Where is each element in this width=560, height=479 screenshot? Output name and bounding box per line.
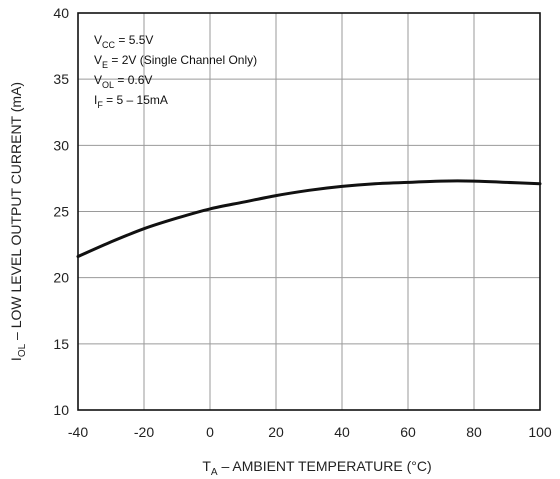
plot-frame — [77, 12, 541, 411]
condition-subscript: E — [102, 60, 108, 70]
x-axis-label-text: – AMBIENT TEMPERATURE (°C) — [218, 458, 432, 474]
series-line — [76, 179, 542, 258]
condition-text: VCC = 5.5V — [94, 33, 153, 50]
grid — [78, 13, 540, 410]
x-tick-label: 100 — [528, 424, 552, 440]
y-axis-label: IOL – LOW LEVEL OUTPUT CURRENT (mA) — [8, 82, 28, 361]
y-tick-label: 40 — [53, 5, 69, 21]
condition-text: IF = 5 – 15mA — [94, 93, 168, 110]
y-axis-label-symbol: I — [8, 357, 24, 361]
x-axis-label-symbol: T — [202, 458, 211, 474]
x-tick-label: 60 — [400, 424, 416, 440]
condition-subscript: OL — [102, 80, 114, 90]
condition-symbol: I — [94, 93, 97, 107]
y-tick-label: 15 — [53, 336, 69, 352]
condition-symbol: V — [94, 73, 102, 87]
x-tick-label: 20 — [268, 424, 284, 440]
condition-value: = 0.6V — [114, 73, 152, 87]
x-axis-label-subscript: A — [211, 467, 218, 478]
condition-text: VOL = 0.6V — [94, 73, 152, 90]
x-tick-label: 80 — [466, 424, 482, 440]
y-tick-label: 10 — [53, 402, 69, 418]
condition-subscript: CC — [102, 40, 115, 50]
condition-value: = 5.5V — [115, 33, 153, 47]
x-tick-label: 40 — [334, 424, 350, 440]
y-tick-labels: 10 15 20 25 30 35 40 — [53, 5, 69, 418]
y-tick-label: 30 — [53, 137, 69, 153]
condition-subscript: F — [97, 100, 103, 110]
y-axis-label-text: – LOW LEVEL OUTPUT CURRENT (mA) — [8, 82, 24, 344]
y-axis-label-subscript: OL — [17, 343, 28, 357]
y-tick-label: 25 — [53, 204, 69, 220]
x-tick-labels: -40 -20 0 20 40 60 80 100 — [68, 424, 552, 440]
condition-symbol: V — [94, 33, 102, 47]
y-tick-label: 20 — [53, 270, 69, 286]
x-tick-label: 0 — [206, 424, 214, 440]
condition-value: = 5 – 15mA — [103, 93, 168, 107]
x-tick-label: -40 — [68, 424, 88, 440]
condition-text: VE = 2V (Single Channel Only) — [94, 53, 257, 70]
condition-value: = 2V (Single Channel Only) — [108, 53, 257, 67]
x-tick-label: -20 — [134, 424, 154, 440]
x-axis-label: TA – AMBIENT TEMPERATURE (°C) — [202, 458, 431, 478]
condition-symbol: V — [94, 53, 102, 67]
y-tick-label: 35 — [53, 71, 69, 87]
